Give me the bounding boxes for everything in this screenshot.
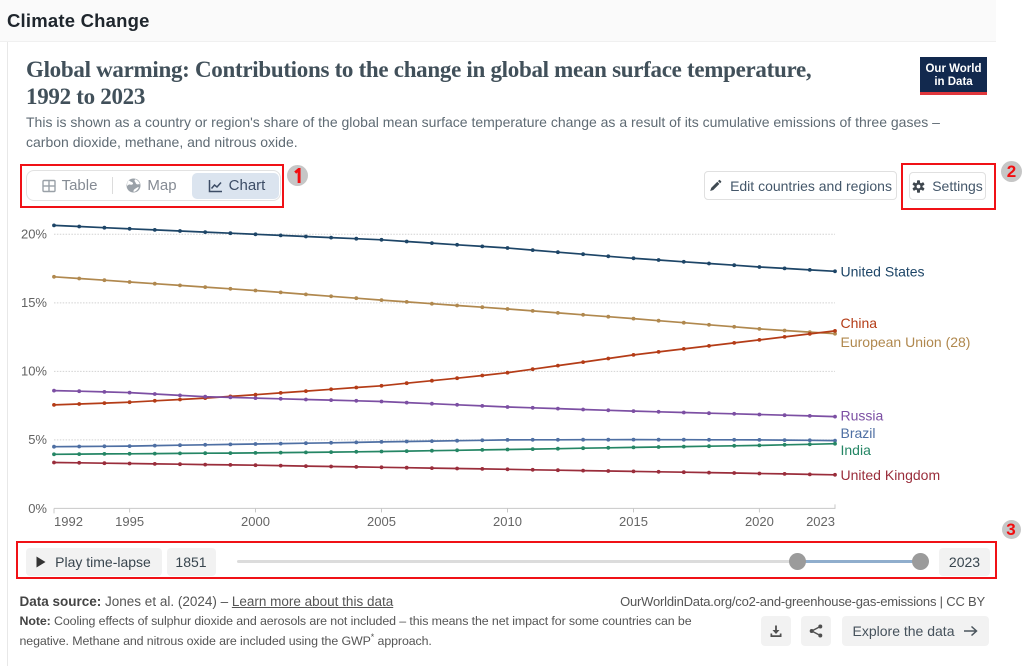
svg-text:2000: 2000 [241, 514, 270, 529]
svg-text:India: India [841, 442, 872, 458]
svg-text:20%: 20% [21, 227, 47, 242]
svg-text:2020: 2020 [745, 514, 774, 529]
svg-text:Russia: Russia [841, 408, 884, 424]
svg-text:2015: 2015 [619, 514, 648, 529]
svg-text:15%: 15% [21, 295, 47, 310]
svg-text:European Union (28): European Union (28) [841, 334, 971, 350]
svg-text:2023: 2023 [806, 514, 835, 529]
svg-text:China: China [841, 315, 878, 331]
svg-text:United States: United States [841, 264, 925, 280]
svg-text:1995: 1995 [115, 514, 144, 529]
svg-text:0%: 0% [28, 501, 47, 516]
svg-text:5%: 5% [28, 432, 47, 447]
svg-text:United Kingdom: United Kingdom [841, 467, 941, 483]
svg-text:10%: 10% [21, 364, 47, 379]
svg-text:2005: 2005 [367, 514, 396, 529]
svg-text:Brazil: Brazil [841, 425, 876, 441]
svg-text:1992: 1992 [54, 514, 83, 529]
svg-text:2010: 2010 [493, 514, 522, 529]
